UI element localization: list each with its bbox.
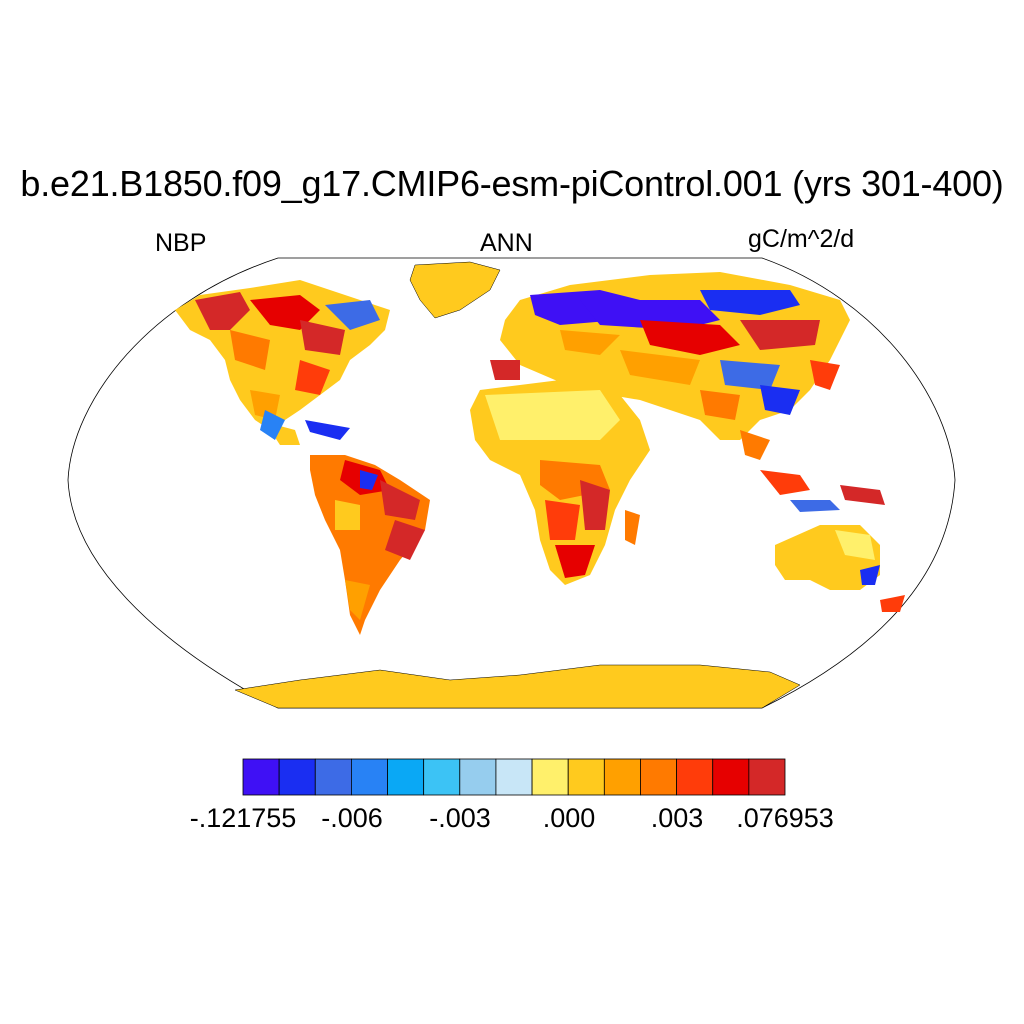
season-label: ANN (480, 229, 533, 257)
continent-antarctica (234, 664, 801, 709)
region-greenland (409, 261, 501, 319)
colorbar-swatch (640, 758, 678, 796)
units-label: gC/m^2/d (748, 225, 855, 253)
colorbar-swatch (242, 758, 280, 796)
colorbar-swatch (278, 758, 316, 796)
continent-south-america (310, 455, 430, 635)
colorbar-tick-label: .000 (542, 803, 596, 833)
variable-label: NBP (155, 229, 207, 257)
colorbar-swatch (314, 758, 352, 796)
continent-north-america (175, 280, 390, 445)
continent-australia (775, 525, 905, 612)
colorbar-swatch (748, 758, 786, 796)
colorbar-swatch (531, 758, 569, 796)
colorbar-swatch (423, 758, 461, 796)
colorbar-tick-label: -.003 (429, 803, 491, 833)
colorbar-swatch (459, 758, 497, 796)
colorbar-tick-label: .076953 (736, 803, 834, 833)
colorbar-swatch (495, 758, 533, 796)
colorbar-swatch (387, 758, 425, 796)
region-indonesia (740, 430, 885, 512)
colorbar-tick-label: -.121755 (189, 803, 297, 833)
colorbar-swatch (567, 758, 605, 796)
colorbar-tick-label: -.006 (321, 803, 383, 833)
colorbar (242, 758, 786, 796)
colorbar-swatch (712, 758, 750, 796)
colorbar-tick-label: .003 (650, 803, 704, 833)
colorbar-swatch (676, 758, 714, 796)
continent-eurasia (490, 272, 850, 440)
colorbar-swatch (350, 758, 388, 796)
plot-title: b.e21.B1850.f09_g17.CMIP6-esm-piControl.… (20, 163, 1004, 204)
continent-africa (470, 380, 650, 585)
colorbar-swatch (603, 758, 641, 796)
